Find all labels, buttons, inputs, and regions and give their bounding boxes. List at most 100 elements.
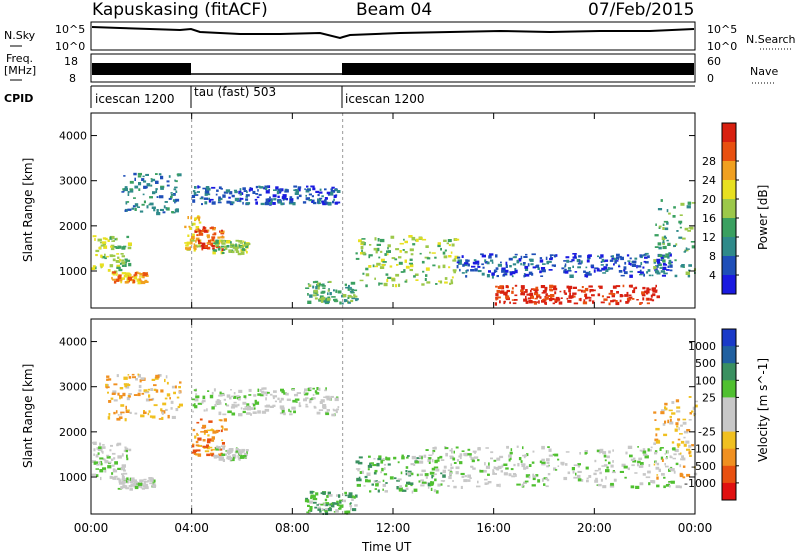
- velocity-return-cell: [216, 429, 219, 434]
- power-return-cell: [511, 287, 514, 290]
- power-return-cell: [541, 299, 544, 301]
- power-return-cell: [234, 246, 240, 249]
- velocity-return-cell: [411, 490, 414, 494]
- power-return-cell: [564, 270, 569, 274]
- power-return-cell: [137, 206, 140, 208]
- velocity-return-cell: [610, 482, 614, 486]
- power-return-cell: [304, 188, 306, 190]
- power-return-cell: [437, 244, 441, 248]
- velocity-return-cell: [630, 485, 635, 489]
- velocity-return-cell: [668, 485, 671, 488]
- velocity-return-cell: [359, 456, 363, 459]
- power-return-cell: [662, 245, 667, 250]
- velocity-return-cell: [663, 433, 668, 437]
- power-return-cell: [191, 194, 196, 198]
- power-return-cell: [198, 217, 200, 222]
- power-return-cell: [534, 289, 538, 293]
- power-return-cell: [191, 236, 195, 239]
- velocity-return-cell: [677, 444, 680, 448]
- power-return-cell: [159, 208, 164, 211]
- power-return-cell: [317, 286, 320, 290]
- velocity-return-cell: [102, 444, 105, 446]
- power-return-cell: [607, 267, 610, 271]
- power-return-cell: [230, 245, 233, 248]
- velocity-return-cell: [305, 392, 309, 395]
- velocity-return-cell: [191, 451, 197, 454]
- velocity-return-cell: [319, 510, 322, 513]
- velocity-return-cell: [237, 457, 240, 460]
- power-return-cell: [112, 278, 117, 281]
- power-return-cell: [577, 262, 582, 265]
- velocity-return-cell: [318, 503, 323, 505]
- velocity-return-cell: [619, 470, 624, 473]
- power-return-cell: [520, 255, 523, 260]
- velocity-return-cell: [334, 397, 339, 402]
- velocity-return-cell: [563, 476, 568, 481]
- power-return-cell: [611, 293, 615, 298]
- power-return-cell: [312, 281, 315, 284]
- velocity-return-cell: [269, 393, 273, 396]
- power-return-cell: [503, 292, 507, 296]
- power-return-cell: [255, 185, 259, 189]
- power-return-cell: [281, 196, 286, 200]
- velocity-return-cell: [246, 451, 248, 455]
- power-return-cell: [669, 269, 673, 272]
- power-return-cell: [312, 201, 317, 205]
- velocity-return-cell: [469, 455, 472, 458]
- power-colorbar-frame: [721, 122, 737, 295]
- power-return-cell: [381, 264, 386, 267]
- velocity-return-cell: [694, 404, 698, 408]
- velocity-colorbar-frame: [721, 328, 737, 501]
- power-return-cell: [450, 251, 453, 254]
- velocity-return-cell: [634, 472, 638, 474]
- velocity-return-cell: [429, 483, 434, 486]
- velocity-return-cell: [165, 375, 168, 379]
- power-return-cell: [447, 239, 452, 243]
- velocity-return-cell: [218, 453, 223, 456]
- power-return-cell: [373, 247, 378, 251]
- velocity-return-cell: [122, 480, 126, 484]
- velocity-return-cell: [682, 465, 686, 468]
- power-return-cell: [133, 276, 138, 280]
- velocity-return-cell: [153, 384, 157, 387]
- velocity-return-cell: [600, 478, 603, 482]
- velocity-return-cell: [106, 456, 111, 459]
- power-return-cell: [170, 195, 173, 199]
- power-return-cell: [158, 173, 162, 176]
- velocity-return-cell: [153, 482, 156, 485]
- velocity-return-cell: [508, 454, 512, 458]
- velocity-return-cell: [170, 407, 173, 410]
- velocity-return-cell: [679, 464, 682, 468]
- power-return-cell: [544, 296, 549, 300]
- power-return-cell: [218, 196, 221, 200]
- power-return-cell: [501, 269, 506, 273]
- power-return-cell: [587, 254, 591, 259]
- power-return-cell: [362, 272, 365, 275]
- power-return-cell: [293, 185, 298, 188]
- power-return-cell: [226, 245, 230, 248]
- power-return-cell: [225, 240, 230, 244]
- power-return-cell: [244, 241, 246, 245]
- power-return-cell: [215, 243, 220, 247]
- velocity-return-cell: [216, 400, 222, 402]
- power-return-cell: [240, 245, 244, 248]
- power-return-cell: [654, 289, 658, 293]
- velocity-return-cell: [273, 390, 277, 393]
- power-return-cell: [224, 247, 228, 250]
- velocity-return-cell: [625, 451, 628, 455]
- freq-right-tick-top: 60: [707, 55, 721, 68]
- power-return-cell: [443, 239, 447, 242]
- velocity-return-cell: [449, 472, 452, 476]
- power-return-cell: [244, 244, 249, 247]
- velocity-return-cell: [137, 392, 141, 397]
- power-return-cell: [539, 259, 544, 263]
- velocity-return-cell: [238, 398, 241, 401]
- power-return-cell: [656, 295, 660, 299]
- power-return-cell: [211, 186, 216, 189]
- velocity-return-cell: [129, 477, 132, 481]
- power-return-cell: [326, 191, 331, 195]
- power-return-cell: [155, 173, 158, 175]
- freq-bar-segment-3: [342, 63, 694, 75]
- power-return-cell: [190, 241, 193, 245]
- power-return-cell: [680, 202, 685, 206]
